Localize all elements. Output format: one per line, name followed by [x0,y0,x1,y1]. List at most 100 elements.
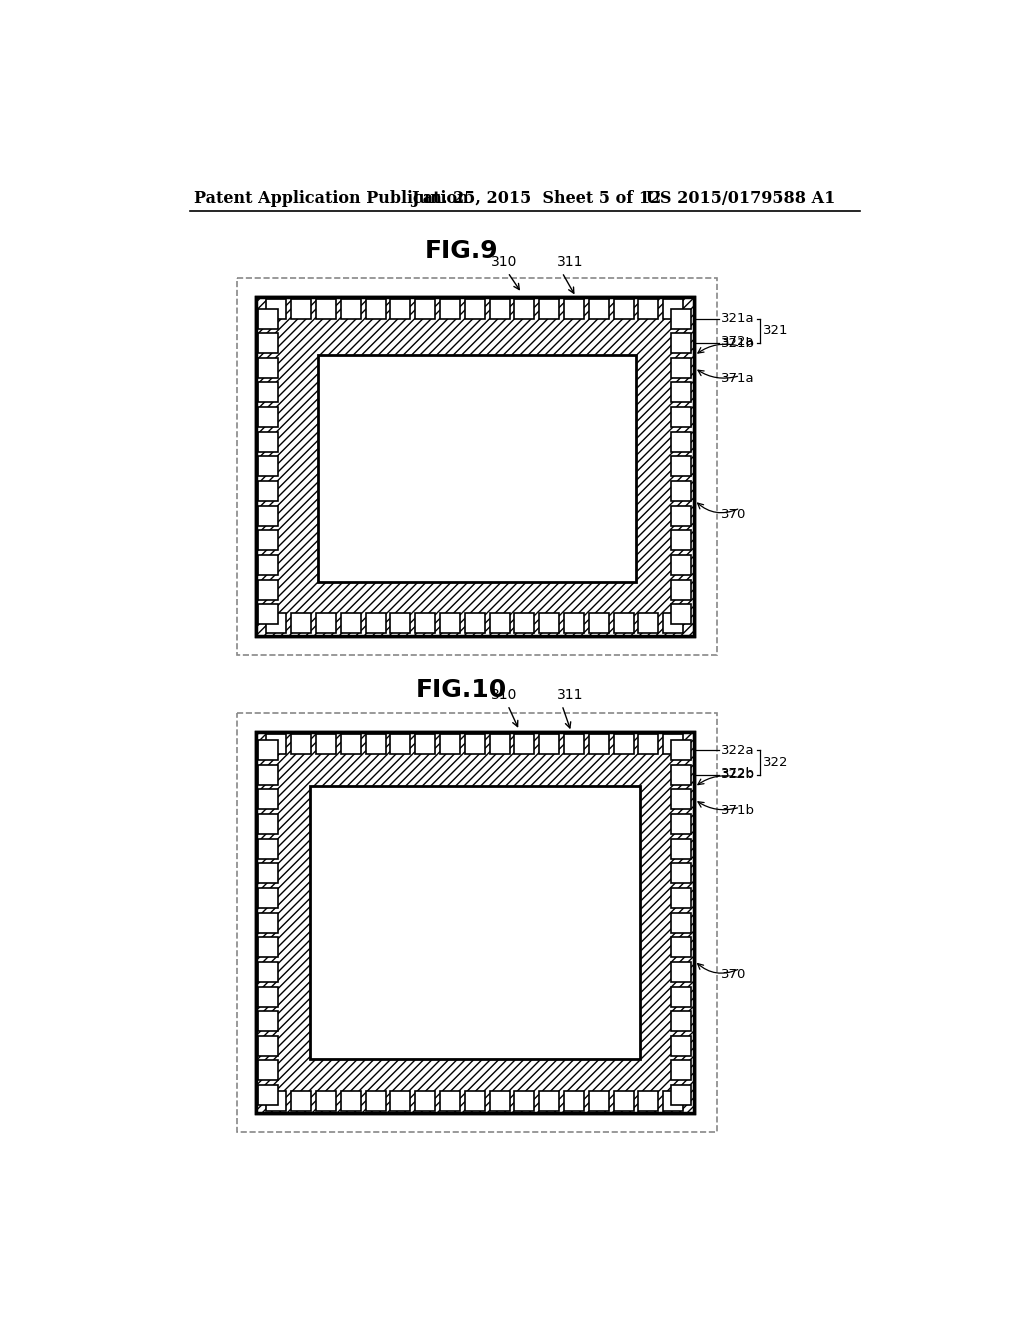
Bar [672,838,691,859]
Bar [589,1090,609,1111]
Bar [258,962,279,982]
Bar [672,814,691,834]
Bar [366,614,386,634]
Bar [672,579,691,599]
Bar [256,733,693,1113]
Bar [664,734,683,755]
Bar [291,734,311,755]
Bar [258,554,279,576]
Bar [564,1090,584,1111]
Bar [258,838,279,859]
Bar [664,614,683,634]
Bar [237,277,717,655]
Bar [672,358,691,378]
Text: 372b: 372b [721,767,755,780]
Bar [638,614,658,634]
Bar [258,789,279,809]
Text: 370: 370 [721,968,746,981]
Bar [489,300,510,319]
Bar [564,734,584,755]
Bar [672,1036,691,1056]
Bar [258,480,279,502]
Bar [589,734,609,755]
Bar [415,300,435,319]
Bar [310,785,640,1059]
Bar [613,614,634,634]
Bar [672,383,691,403]
Text: 322b: 322b [721,768,755,781]
Bar [258,605,279,624]
Bar [258,863,279,883]
Bar [258,1011,279,1031]
Text: 322a: 322a [721,743,755,756]
Bar [672,741,691,760]
Bar [664,300,683,319]
Bar [317,355,636,582]
Bar [589,614,609,634]
Bar [266,734,287,755]
Bar [465,1090,485,1111]
Bar [440,300,460,319]
Bar [540,1090,559,1111]
Bar [672,333,691,354]
Bar [258,407,279,428]
Bar [390,300,411,319]
Bar [316,734,336,755]
Bar [390,734,411,755]
Bar [672,764,691,785]
Bar [258,912,279,933]
Text: Patent Application Publication: Patent Application Publication [194,190,469,207]
Bar [266,614,287,634]
Bar [258,741,279,760]
Text: 322: 322 [763,756,788,770]
Bar [256,733,693,1113]
Bar [672,554,691,576]
Bar [415,1090,435,1111]
Bar [316,300,336,319]
Text: FIG.9: FIG.9 [424,239,498,263]
Bar [258,986,279,1007]
Bar [258,764,279,785]
Bar [258,333,279,354]
Bar [672,1060,691,1081]
Bar [258,1060,279,1081]
Bar [440,1090,460,1111]
Text: 310: 310 [490,255,517,269]
Bar [638,300,658,319]
Bar [258,358,279,378]
Bar [341,300,360,319]
Bar [672,432,691,451]
Bar [638,734,658,755]
Bar [258,506,279,525]
Bar [291,300,311,319]
Bar [672,986,691,1007]
Bar [514,614,535,634]
Text: Jun. 25, 2015  Sheet 5 of 12: Jun. 25, 2015 Sheet 5 of 12 [411,190,662,207]
Bar [489,1090,510,1111]
Bar [258,579,279,599]
Bar [366,1090,386,1111]
Bar [672,863,691,883]
Bar [638,1090,658,1111]
Bar [672,309,691,329]
Bar [672,888,691,908]
Bar [258,937,279,957]
Bar [258,814,279,834]
Text: 311: 311 [556,255,583,269]
Text: 310: 310 [490,688,517,702]
Bar [489,734,510,755]
Text: US 2015/0179588 A1: US 2015/0179588 A1 [646,190,836,207]
Bar [589,300,609,319]
Bar [465,734,485,755]
Bar [613,1090,634,1111]
Bar [465,300,485,319]
Bar [256,297,693,636]
Bar [258,383,279,403]
Bar [415,734,435,755]
Text: FIG.10: FIG.10 [416,677,507,702]
Bar [672,912,691,933]
Bar [672,506,691,525]
Bar [258,309,279,329]
Bar [258,1036,279,1056]
Bar [258,1085,279,1105]
